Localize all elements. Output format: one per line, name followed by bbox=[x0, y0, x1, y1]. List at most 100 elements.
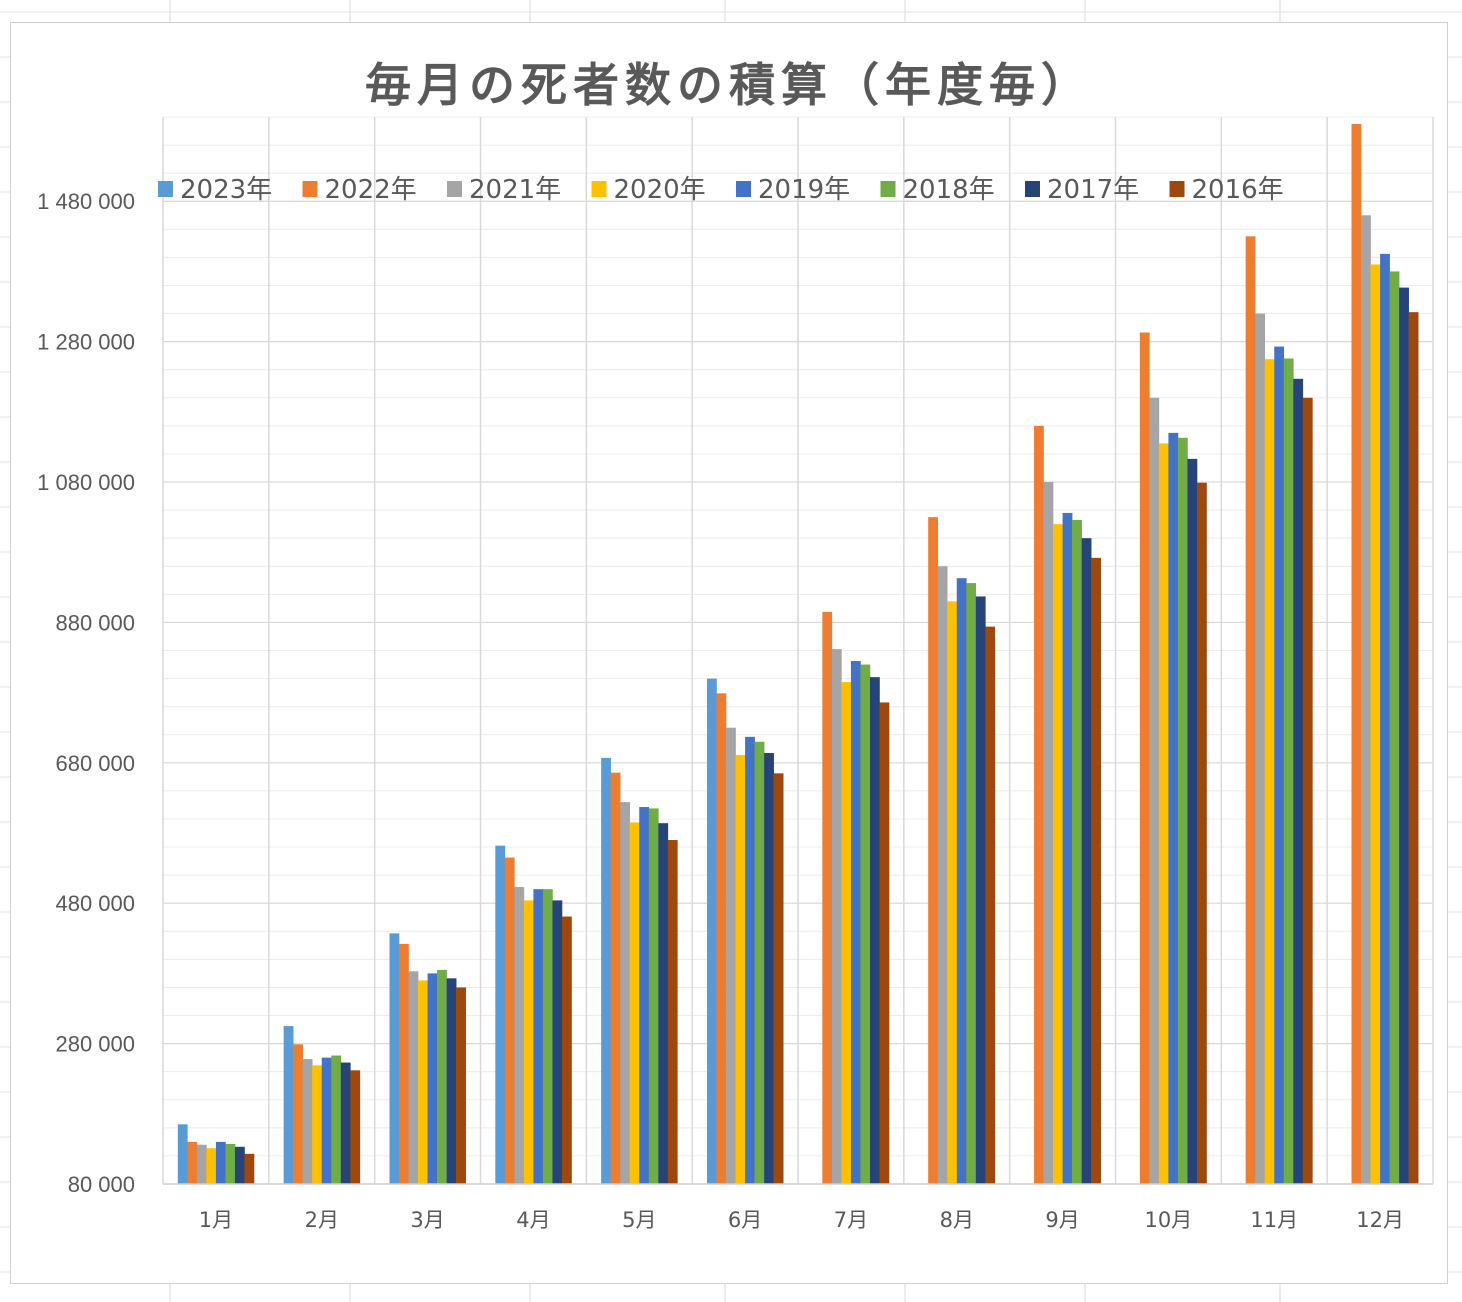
bar bbox=[648, 808, 659, 1184]
bar bbox=[1139, 332, 1150, 1184]
bar bbox=[1034, 425, 1044, 1184]
bar bbox=[283, 1026, 294, 1184]
bar bbox=[754, 741, 765, 1184]
bar bbox=[667, 840, 678, 1184]
bar bbox=[1168, 432, 1179, 1184]
y-tick-label: 1 480 000 bbox=[37, 189, 135, 214]
bar bbox=[658, 823, 669, 1184]
bar bbox=[504, 857, 515, 1184]
bar bbox=[1399, 287, 1409, 1185]
bar bbox=[1380, 253, 1390, 1184]
x-tick-label: 11月 bbox=[1250, 1208, 1298, 1232]
y-tick-label: 1 280 000 bbox=[37, 330, 135, 355]
bar bbox=[841, 682, 852, 1184]
x-tick-label: 5月 bbox=[622, 1208, 656, 1232]
y-tick-label: 80 000 bbox=[68, 1172, 135, 1197]
legend-swatch bbox=[1169, 181, 1185, 197]
bar bbox=[331, 1055, 342, 1184]
bar bbox=[561, 916, 572, 1184]
legend-entry: 2021年 bbox=[469, 175, 561, 205]
bar bbox=[1274, 346, 1285, 1184]
x-tick-label: 7月 bbox=[834, 1208, 868, 1232]
bar bbox=[745, 736, 755, 1184]
x-tick-label: 9月 bbox=[1045, 1208, 1079, 1232]
legend-swatch bbox=[447, 181, 462, 197]
bar bbox=[975, 596, 986, 1184]
bar bbox=[860, 664, 871, 1184]
bar bbox=[514, 887, 525, 1184]
legend-entry: 2023年 bbox=[180, 175, 272, 205]
legend[interactable]: 2023年 2022年 2021年 2020年 2019年 2018年 2017年 2016年 bbox=[158, 175, 1284, 205]
bar bbox=[937, 566, 948, 1184]
bar bbox=[831, 649, 842, 1184]
y-tick-label: 480 000 bbox=[55, 891, 135, 916]
bar bbox=[1255, 313, 1266, 1184]
bar bbox=[620, 802, 631, 1184]
y-tick-labels: 80 000 280 000 480 000 680 000 880 000 1 080 … bbox=[37, 189, 135, 1197]
bar bbox=[408, 971, 419, 1184]
bar bbox=[215, 1141, 226, 1184]
bar bbox=[1370, 264, 1381, 1184]
x-tick-label: 8月 bbox=[940, 1208, 974, 1232]
bar bbox=[293, 1044, 303, 1184]
bar bbox=[456, 987, 466, 1184]
bar bbox=[196, 1144, 207, 1184]
bar bbox=[533, 889, 544, 1184]
bar bbox=[879, 702, 890, 1184]
bar bbox=[177, 1124, 188, 1184]
legend-swatch bbox=[1025, 181, 1040, 197]
bar bbox=[1053, 524, 1063, 1184]
legend-entry: 2017年 bbox=[1047, 175, 1139, 205]
x-tick-label: 12月 bbox=[1356, 1208, 1404, 1232]
gridlines bbox=[162, 116, 1434, 1185]
bar bbox=[244, 1153, 255, 1184]
x-tick-label: 6月 bbox=[728, 1208, 762, 1232]
legend-entry: 2016年 bbox=[1192, 175, 1284, 205]
bar bbox=[321, 1057, 332, 1184]
legend-swatch bbox=[591, 181, 607, 197]
bar bbox=[1351, 124, 1362, 1184]
y-tick-label: 1 080 000 bbox=[37, 470, 135, 495]
bar bbox=[966, 583, 977, 1184]
bar bbox=[1245, 236, 1256, 1185]
bar bbox=[928, 517, 938, 1185]
bar bbox=[956, 578, 967, 1184]
y-tick-label: 880 000 bbox=[55, 610, 135, 635]
bar bbox=[225, 1143, 236, 1184]
bar bbox=[1361, 215, 1371, 1184]
bar bbox=[1043, 482, 1054, 1184]
bar bbox=[1187, 458, 1198, 1184]
bar bbox=[542, 889, 553, 1184]
bar bbox=[639, 807, 650, 1184]
chart-title: 毎月の死者数の積算（年度毎） bbox=[365, 58, 1093, 112]
bar bbox=[716, 693, 727, 1184]
chart-area[interactable]: 80 000 280 000 480 000 680 000 880 000 1 080 … bbox=[10, 22, 1448, 1284]
chart-svg: 80 000 280 000 480 000 680 000 880 000 1 080 … bbox=[37, 58, 1434, 1232]
bar bbox=[610, 772, 621, 1184]
bar bbox=[187, 1141, 198, 1184]
x-tick-label: 2月 bbox=[305, 1208, 339, 1232]
bar bbox=[1196, 482, 1207, 1185]
bar bbox=[206, 1148, 217, 1184]
bar bbox=[947, 601, 958, 1184]
bar bbox=[446, 978, 457, 1184]
bar bbox=[735, 755, 746, 1184]
bar bbox=[552, 900, 563, 1184]
legend-swatch bbox=[736, 181, 751, 197]
legend-entry: 2020年 bbox=[614, 175, 706, 205]
bar bbox=[726, 727, 736, 1184]
y-tick-label: 680 000 bbox=[55, 751, 135, 776]
bar bbox=[822, 611, 833, 1184]
legend-swatch bbox=[880, 181, 896, 197]
x-tick-label: 10月 bbox=[1145, 1208, 1193, 1232]
bar bbox=[350, 1070, 361, 1184]
legend-swatch bbox=[302, 181, 318, 197]
y-tick-label: 280 000 bbox=[55, 1032, 135, 1057]
bar bbox=[1302, 397, 1313, 1184]
bar bbox=[234, 1146, 245, 1184]
bar bbox=[427, 973, 438, 1184]
bar bbox=[495, 845, 506, 1184]
legend-swatch bbox=[158, 181, 173, 197]
bar bbox=[418, 980, 428, 1184]
bar bbox=[706, 678, 717, 1184]
